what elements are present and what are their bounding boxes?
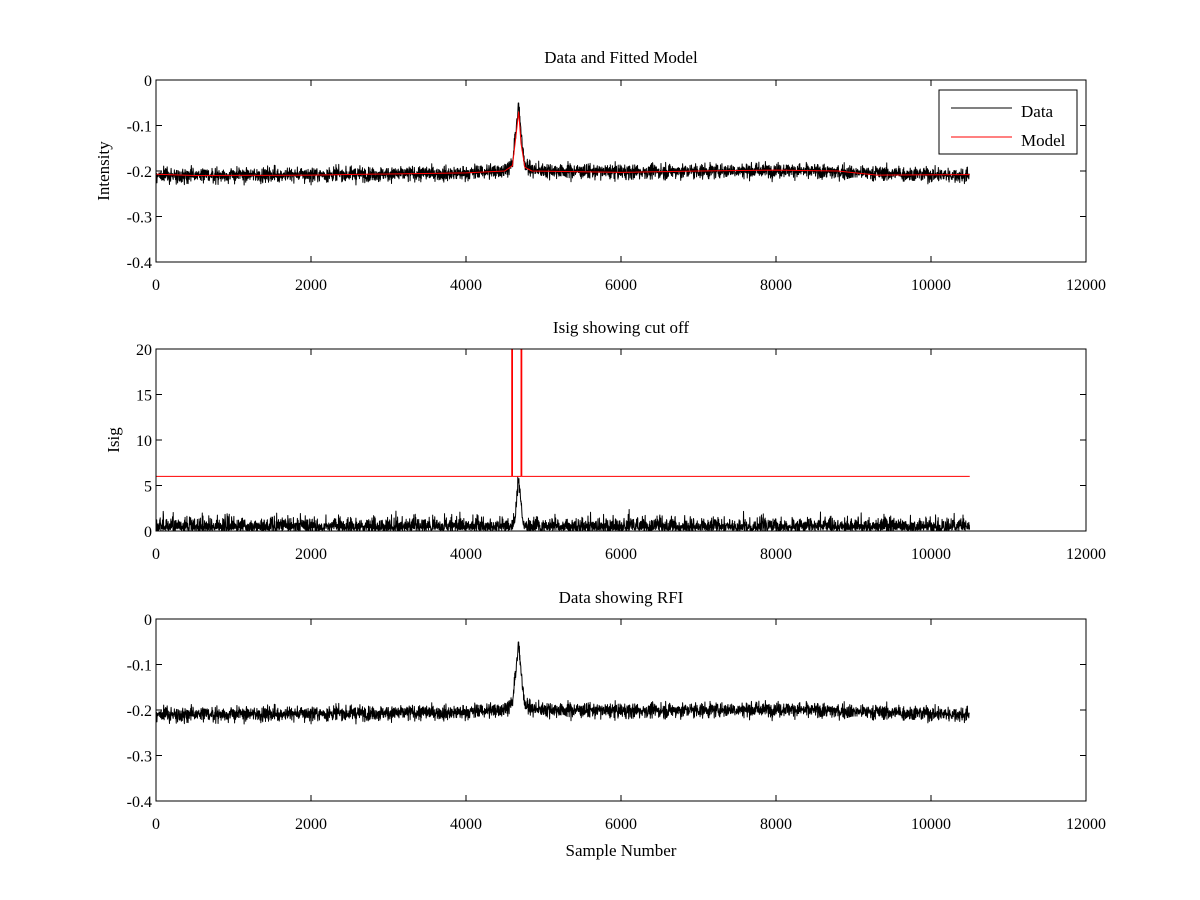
series-group bbox=[156, 349, 971, 531]
series-line-cut-off bbox=[156, 349, 970, 477]
y-tick-label: -0.2 bbox=[127, 164, 152, 181]
series-line-data bbox=[156, 102, 970, 186]
y-tick-label: -0.4 bbox=[127, 794, 152, 811]
x-tick-label: 2000 bbox=[295, 816, 327, 833]
y-tick-label: -0.1 bbox=[127, 119, 152, 136]
x-tick-label: 6000 bbox=[605, 277, 637, 294]
x-tick-label: 8000 bbox=[760, 277, 792, 294]
legend-label-model: Model bbox=[1021, 131, 1066, 150]
legend: Data Model bbox=[938, 89, 1078, 155]
legend-box bbox=[938, 89, 1078, 155]
y-tick-label: 5 bbox=[144, 479, 152, 496]
chart-title: Data and Fitted Model bbox=[544, 48, 698, 67]
chart-title: Isig showing cut off bbox=[553, 318, 689, 337]
x-tick-label: 4000 bbox=[450, 546, 482, 563]
y-tick-label: 0 bbox=[144, 73, 152, 90]
x-tick-label: 10000 bbox=[911, 546, 951, 563]
x-tick-label: 6000 bbox=[605, 546, 637, 563]
x-tick-label: 10000 bbox=[911, 816, 951, 833]
y-axis-label: Intensity bbox=[94, 141, 113, 201]
x-tick-label: 2000 bbox=[295, 277, 327, 294]
x-tick-label: 2000 bbox=[295, 546, 327, 563]
x-axis-label: Sample Number bbox=[566, 841, 677, 860]
series-line-isig bbox=[156, 476, 971, 531]
y-tick-label: 10 bbox=[136, 433, 152, 450]
x-tick-label: 6000 bbox=[605, 816, 637, 833]
y-tick-label: 20 bbox=[136, 342, 152, 359]
legend-label-data: Data bbox=[1021, 102, 1054, 121]
x-tick-label: 8000 bbox=[760, 546, 792, 563]
y-tick-label: -0.1 bbox=[127, 658, 152, 675]
plot-area: 0 2000 4000 6000 8000 10000 12000 -0.4 -0.3 -0.2 -… bbox=[127, 73, 1106, 294]
y-tick-label: -0.3 bbox=[127, 749, 152, 766]
y-tick-label: -0.2 bbox=[127, 703, 152, 720]
series-group bbox=[156, 641, 970, 725]
y-tick-label: -0.4 bbox=[127, 255, 152, 272]
x-tick-label: 8000 bbox=[760, 816, 792, 833]
y-axis-label: Isig bbox=[104, 427, 123, 453]
x-tick-label: 0 bbox=[152, 277, 160, 294]
x-tick-label: 0 bbox=[152, 816, 160, 833]
y-tick-label: 15 bbox=[136, 388, 152, 405]
series-line-data bbox=[156, 641, 970, 725]
plot-area: 0 2000 4000 6000 8000 10000 12000 0 5 10 15 20 bbox=[136, 342, 1106, 563]
panel-data-showing-rfi: Data showing RFI Sample Number 0 2000 4000… bbox=[127, 588, 1106, 860]
plot-area: 0 2000 4000 6000 8000 10000 12000 -0.4 -0.3 -0.2 -… bbox=[127, 612, 1106, 833]
x-tick-label: 12000 bbox=[1066, 816, 1106, 833]
y-tick-label: 0 bbox=[144, 612, 152, 629]
x-tick-label: 4000 bbox=[450, 816, 482, 833]
x-tick-label: 4000 bbox=[450, 277, 482, 294]
x-tick-label: 10000 bbox=[911, 277, 951, 294]
series-line-model bbox=[156, 111, 970, 177]
panel-isig-showing-cut-off: Isig showing cut off Isig 0 2000 4000 6000 8… bbox=[104, 318, 1106, 563]
x-tick-label: 12000 bbox=[1066, 277, 1106, 294]
chart-title: Data showing RFI bbox=[559, 588, 684, 607]
x-tick-label: 12000 bbox=[1066, 546, 1106, 563]
x-tick-label: 0 bbox=[152, 546, 160, 563]
y-tick-label: -0.3 bbox=[127, 210, 152, 227]
y-tick-label: 0 bbox=[144, 524, 152, 541]
panel-data-and-fitted-model: Data and Fitted Model Intensity 0 2000 400… bbox=[94, 48, 1106, 294]
series-group bbox=[156, 102, 970, 186]
